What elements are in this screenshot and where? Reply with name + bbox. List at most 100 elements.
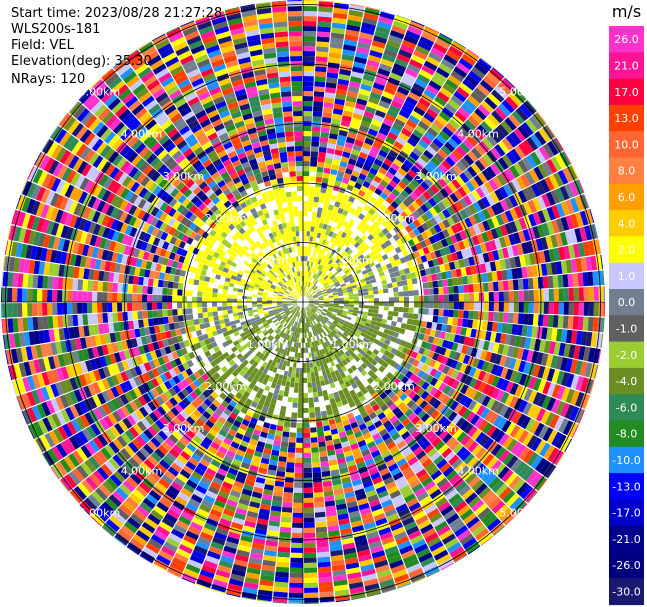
velocity-gate xyxy=(307,281,310,287)
velocity-gate xyxy=(314,330,318,336)
velocity-gate xyxy=(74,403,84,416)
velocity-gate xyxy=(62,353,71,366)
velocity-gate xyxy=(174,357,182,366)
velocity-gate xyxy=(132,489,145,501)
velocity-gate xyxy=(304,271,307,277)
velocity-gate xyxy=(347,249,353,256)
velocity-gate xyxy=(164,371,173,380)
velocity-gate xyxy=(580,331,588,346)
velocity-gate xyxy=(336,374,342,381)
velocity-gate xyxy=(238,388,246,396)
velocity-gate xyxy=(446,206,456,216)
velocity-gate xyxy=(139,481,152,494)
velocity-gate xyxy=(325,152,334,160)
velocity-gate xyxy=(394,91,407,101)
velocity-gate xyxy=(333,303,339,306)
velocity-gate xyxy=(233,480,244,489)
velocity-gate xyxy=(312,467,321,473)
velocity-gate xyxy=(560,357,569,372)
velocity-gate xyxy=(351,478,362,487)
velocity-gate xyxy=(358,323,365,329)
velocity-gate xyxy=(420,327,427,335)
velocity-gate xyxy=(503,235,512,247)
velocity-gate xyxy=(326,277,331,283)
velocity-gate xyxy=(453,189,463,201)
velocity-gate xyxy=(377,358,385,366)
velocity-gate xyxy=(251,378,258,386)
velocity-gate xyxy=(303,81,314,87)
velocity-gate xyxy=(312,294,318,297)
velocity-gate xyxy=(251,433,260,441)
velocity-gate xyxy=(77,430,89,445)
velocity-gate xyxy=(360,234,368,241)
velocity-gate xyxy=(212,311,219,317)
velocity-gate xyxy=(555,261,563,275)
velocity-gate xyxy=(218,315,224,320)
velocity-gate xyxy=(212,477,224,486)
velocity-gate xyxy=(355,251,362,258)
velocity-gate xyxy=(171,336,179,344)
velocity-gate xyxy=(337,367,344,374)
velocity-gate xyxy=(91,512,105,526)
velocity-gate xyxy=(458,465,470,477)
velocity-gate xyxy=(262,368,269,375)
velocity-gate xyxy=(401,77,414,87)
velocity-gate xyxy=(362,516,375,525)
velocity-gate xyxy=(290,331,294,337)
velocity-gate xyxy=(337,389,345,397)
velocity-gate xyxy=(471,66,486,79)
velocity-gate xyxy=(536,111,547,125)
velocity-gate xyxy=(400,189,410,199)
velocity-gate xyxy=(497,417,508,430)
velocity-gate xyxy=(257,304,263,307)
velocity-gate xyxy=(395,503,408,513)
velocity-gate xyxy=(169,448,180,459)
velocity-gate xyxy=(227,294,233,299)
velocity-gate xyxy=(509,131,522,145)
velocity-gate xyxy=(475,528,490,541)
velocity-gate xyxy=(587,240,596,256)
velocity-gate xyxy=(553,247,561,261)
velocity-gate xyxy=(242,366,249,373)
velocity-gate xyxy=(401,367,409,376)
velocity-gate xyxy=(431,437,442,448)
velocity-gate xyxy=(317,436,326,443)
velocity-gate xyxy=(506,323,513,335)
velocity-gate xyxy=(254,408,262,415)
velocity-gate xyxy=(565,199,575,215)
velocity-gate xyxy=(282,375,288,382)
velocity-gate xyxy=(361,269,368,275)
velocity-gate xyxy=(103,323,110,334)
velocity-gate xyxy=(340,283,346,288)
velocity-gate xyxy=(367,362,375,370)
velocity-gate xyxy=(207,445,218,455)
velocity-gate xyxy=(99,418,110,431)
velocity-gate xyxy=(320,213,327,219)
velocity-gate xyxy=(318,296,324,299)
velocity-gate xyxy=(73,389,83,403)
velocity-gate xyxy=(217,297,223,302)
velocity-gate xyxy=(292,303,298,306)
velocity-gate xyxy=(434,152,445,163)
velocity-gate xyxy=(381,279,387,285)
velocity-gate xyxy=(386,263,393,269)
velocity-gate xyxy=(409,252,416,260)
velocity-gate xyxy=(313,492,324,498)
velocity-gate xyxy=(46,370,55,385)
velocity-gate xyxy=(197,384,206,393)
velocity-gate xyxy=(556,370,565,385)
velocity-gate xyxy=(403,396,412,405)
velocity-gate xyxy=(360,563,375,572)
velocity-gate xyxy=(323,297,329,300)
velocity-gate xyxy=(427,350,435,359)
velocity-gate xyxy=(451,521,466,533)
velocity-gate xyxy=(109,425,121,438)
velocity-gate xyxy=(306,306,310,311)
velocity-gate xyxy=(197,291,203,297)
velocity-gate xyxy=(404,521,417,531)
velocity-gate xyxy=(425,26,439,34)
velocity-gate xyxy=(551,328,558,341)
velocity-gate xyxy=(245,341,252,347)
velocity-gate xyxy=(333,412,341,419)
velocity-gate xyxy=(163,323,170,332)
